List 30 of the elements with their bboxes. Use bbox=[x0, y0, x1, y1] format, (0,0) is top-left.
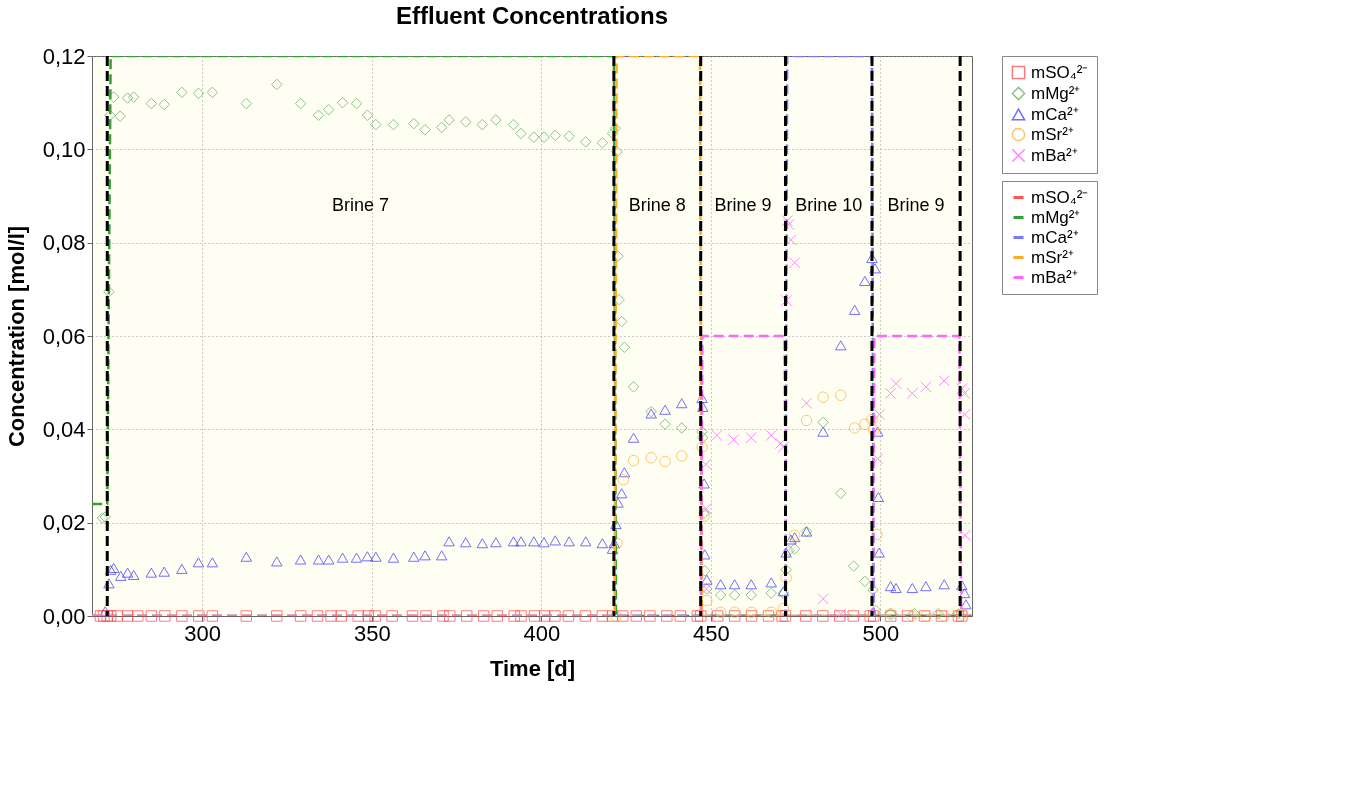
y-tick-label: 0,02 bbox=[42, 510, 86, 536]
x-tick-label: 500 bbox=[862, 620, 900, 646]
annotation: Brine 10 bbox=[795, 195, 863, 215]
x-tick-label: 450 bbox=[693, 620, 730, 646]
y-tick-label: 0,04 bbox=[42, 416, 86, 442]
y-tick-label: 0,06 bbox=[42, 323, 86, 349]
legend-label: mMg²⁺ bbox=[1031, 83, 1081, 103]
legend-label: mMg²⁺ bbox=[1031, 207, 1081, 227]
x-tick-label: 300 bbox=[184, 620, 222, 646]
annotation: Brine 8 bbox=[628, 195, 686, 215]
x-axis-title: Time [d] bbox=[489, 655, 576, 681]
y-tick-label: 0,00 bbox=[42, 603, 86, 629]
chart-title: Effluent Concentrations bbox=[395, 2, 669, 29]
annotation: Brine 7 bbox=[332, 195, 390, 215]
y-tick-label: 0,12 bbox=[42, 43, 86, 69]
legend-label: mCa²⁺ bbox=[1031, 227, 1079, 247]
y-axis-title: Concentration [mol/l] bbox=[3, 225, 29, 448]
legend-label: mBa²⁺ bbox=[1031, 145, 1078, 165]
legend-label: mSO₄²⁻ bbox=[1031, 62, 1089, 82]
y-tick-label: 0,10 bbox=[42, 136, 86, 162]
x-tick-label: 350 bbox=[353, 620, 391, 646]
legend-label: mSr²⁺ bbox=[1031, 247, 1074, 267]
y-tick-label: 0,08 bbox=[42, 230, 86, 256]
annotation: Brine 9 bbox=[887, 195, 945, 215]
legend-label: mCa²⁺ bbox=[1031, 104, 1079, 124]
legend-label: mBa²⁺ bbox=[1031, 267, 1078, 287]
legend-label: mSr²⁺ bbox=[1031, 124, 1074, 144]
x-tick-label: 400 bbox=[523, 620, 561, 646]
annotation: Brine 9 bbox=[714, 195, 772, 215]
legend-label: mSO₄²⁻ bbox=[1031, 187, 1089, 207]
